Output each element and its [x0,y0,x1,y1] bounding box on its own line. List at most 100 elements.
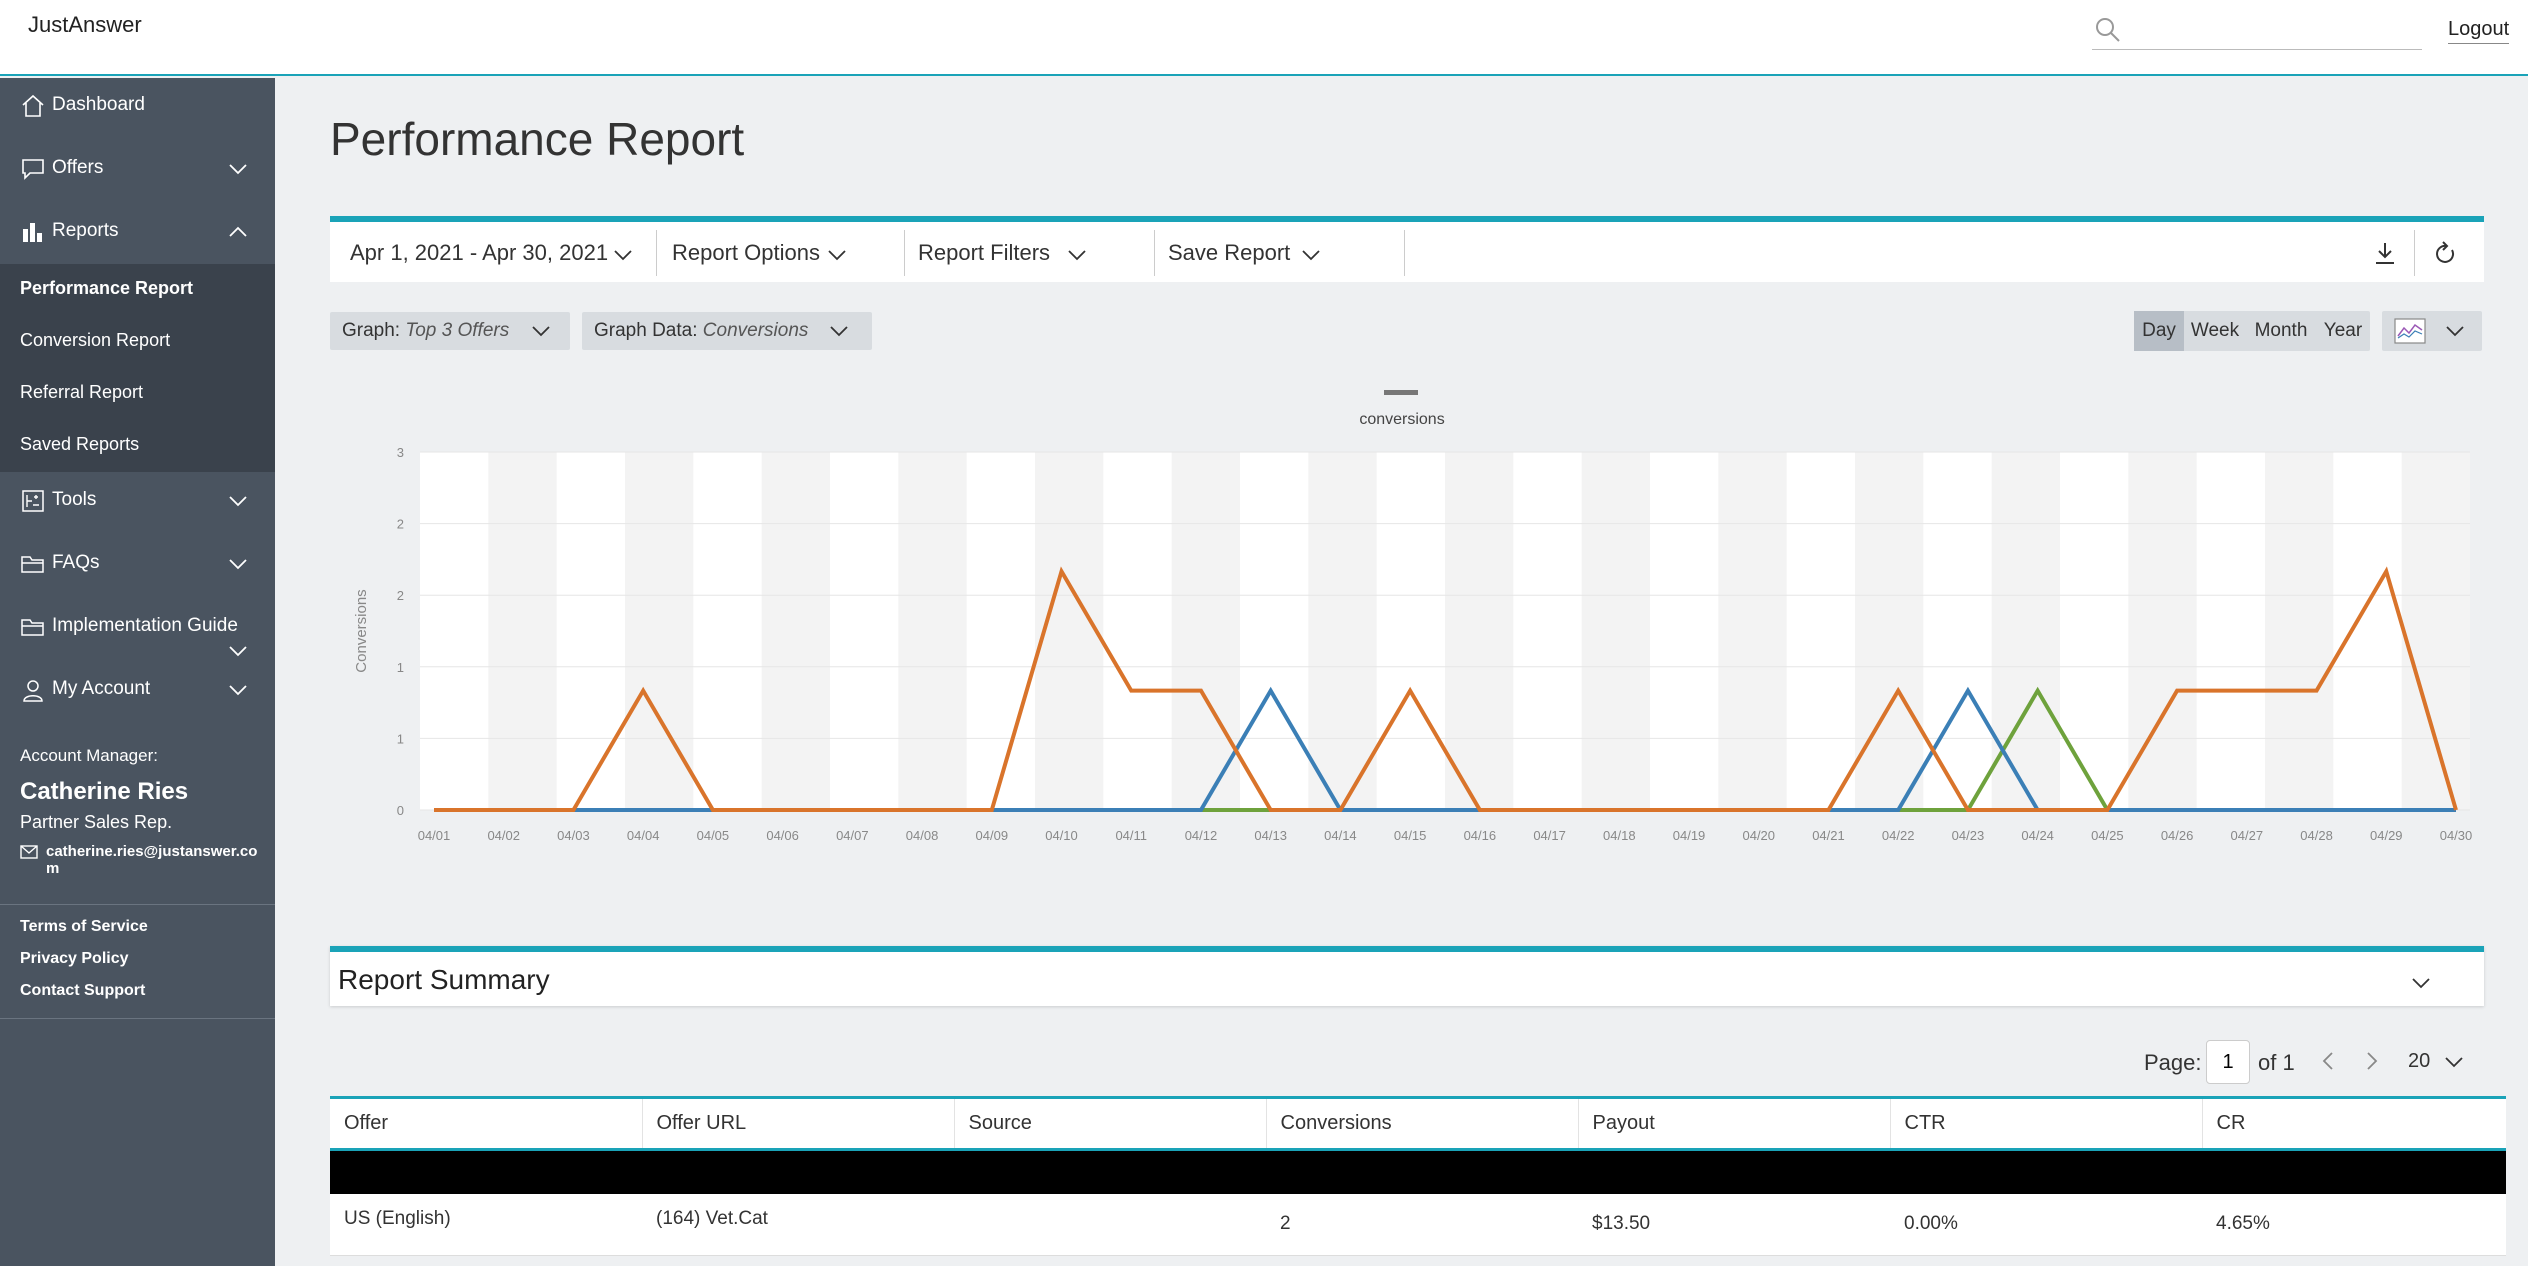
column-header-offer-url[interactable]: Offer URL [642,1097,955,1151]
chart-band [625,452,694,810]
graph-select[interactable]: Graph: Top 3 Offers [330,312,570,350]
search-input[interactable] [2132,16,2416,44]
x-tick-label: 04/14 [1324,828,1357,840]
download-icon[interactable] [2370,238,2400,268]
account-manager-role: Partner Sales Rep. [20,812,173,832]
toolbar-separator [1404,230,1405,276]
page-size-chevron-down-icon[interactable] [2442,1050,2466,1074]
sidebar-subitem-performance-report[interactable]: Performance Report [20,278,194,298]
x-tick-label: 04/08 [906,828,939,840]
sidebar-item-dashboard[interactable]: Dashboard [0,78,275,134]
search-box[interactable] [2092,12,2422,50]
x-tick-label: 04/07 [836,828,869,840]
chevron-down-icon [1302,250,1320,261]
chevron-down-icon [614,250,632,261]
y-tick-label: 2 [397,517,404,532]
home-icon [22,94,44,117]
date-range-dropdown[interactable]: Apr 1, 2021 - Apr 30, 2021 [330,222,656,282]
column-header-ctr[interactable]: CTR [1890,1097,2203,1151]
period-week-button[interactable]: Week [2190,320,2240,341]
chart-band [2265,452,2334,810]
report-filters-dropdown[interactable]: Report Filters [904,222,1154,282]
sidebar-item-my-account[interactable]: My Account [0,662,275,718]
legend-swatch [1384,390,1418,395]
graph-data-select-label: Graph Data: [594,320,698,341]
y-tick-label: 2 [397,588,404,603]
top-bar: JustAnswer Logout [0,0,2528,76]
page-label: Page: [2144,1050,2202,1075]
x-tick-label: 04/27 [2231,828,2264,840]
x-tick-label: 04/26 [2161,828,2194,840]
x-tick-label: 04/06 [766,828,799,840]
period-day-button[interactable]: Day [2134,311,2184,351]
chart-band [898,452,967,810]
sidebar-item-offers[interactable]: Offers [0,141,275,197]
toolbar-separator [2414,230,2415,276]
x-tick-label: 04/21 [1812,828,1845,840]
period-year-button[interactable]: Year [2323,320,2363,341]
date-range-label: Apr 1, 2021 - Apr 30, 2021 [350,240,609,265]
column-header-cr[interactable]: CR [2202,1097,2506,1151]
refresh-icon[interactable] [2430,238,2460,268]
chart-band [1171,452,1240,810]
sidebar-subitem-conversion-report[interactable]: Conversion Report [20,330,171,350]
sidebar-item-reports[interactable]: Reports [0,204,275,260]
previous-page-icon[interactable] [2316,1048,2342,1074]
series-line [434,566,2458,812]
legend-label: conversions [1359,411,1444,428]
report-summary-panel[interactable]: Report Summary [330,946,2484,1006]
next-page-icon[interactable] [2358,1048,2384,1074]
chevron-down-icon [229,496,247,507]
x-tick-label: 04/17 [1533,828,1566,840]
table-row[interactable]: US (English) (164) Vet.Cat 2 $13.50 0.00… [330,1193,2506,1256]
chart-type-select[interactable] [2382,311,2482,351]
page-size-value: 20 [2408,1050,2431,1072]
x-tick-label: 04/29 [2370,828,2403,840]
page-number-input[interactable] [2206,1040,2250,1084]
sidebar-item-implementation-guide[interactable]: Implementation Guide [0,599,275,669]
performance-chart: 0 1 1 2 2 3 Conversions 04/01 04/02 04/03 04/04 04/… [330,380,2484,843]
save-report-dropdown[interactable]: Save Report [1154,222,1404,282]
graph-select-label: Graph: [342,320,401,341]
sidebar-item-label: My Account [52,678,151,699]
sidebar-subitem-saved-reports[interactable]: Saved Reports [20,434,140,454]
chart-band [1718,452,1787,810]
search-icon [2096,18,2120,42]
report-filters-label: Report Filters [918,240,1051,265]
mail-icon [20,845,38,859]
cell-offer: US (English) [330,1193,642,1256]
x-tick-label: 04/24 [2021,828,2054,840]
logout-link[interactable]: Logout [2448,18,2510,44]
chart-svg: 0 1 1 2 2 3 Conversions 04/01 04/02 04/03 04/04 04/… [353,390,2473,843]
sidebar: Dashboard Offers Reports Performance Rep… [0,78,275,1266]
x-tick-label: 04/30 [2440,828,2473,840]
sidebar-item-tools[interactable]: Tools [0,473,275,529]
sidebar-item-label: FAQs [52,552,100,573]
sidebar-item-label: Dashboard [52,94,145,115]
column-header-payout[interactable]: Payout [1578,1097,1891,1151]
graph-data-select[interactable]: Graph Data: Conversions [582,312,872,350]
privacy-policy-link[interactable]: Privacy Policy [20,950,129,967]
x-tick-label: 04/13 [1254,828,1287,840]
column-header-offer[interactable]: Offer [330,1097,643,1151]
column-header-conversions[interactable]: Conversions [1266,1097,1579,1151]
chevron-down-icon [1068,250,1086,261]
terms-of-service-link[interactable]: Terms of Service [20,918,148,935]
chart-band [1035,452,1104,810]
table-header-row: Offer Offer URL Source Conversions Payou… [330,1097,2506,1151]
chevron-down-icon [229,559,247,570]
x-tick-label: 04/11 [1115,828,1147,840]
summary-table: Offer Offer URL Source Conversions Payou… [330,1096,2506,1256]
account-manager-email[interactable]: catherine.ries@justanswer.com [20,843,260,877]
chart-band [1445,452,1514,810]
chevron-down-icon [229,164,247,175]
y-tick-label: 1 [397,660,404,675]
contact-support-link[interactable]: Contact Support [20,982,146,999]
chevron-down-icon[interactable] [2408,970,2434,996]
sidebar-subitem-referral-report[interactable]: Referral Report [20,382,144,402]
report-options-dropdown[interactable]: Report Options [656,222,904,282]
reports-submenu: Performance Report Conversion Report Ref… [0,264,275,472]
column-header-source[interactable]: Source [954,1097,1267,1151]
sidebar-item-faqs[interactable]: FAQs [0,536,275,592]
period-month-button[interactable]: Month [2254,320,2308,341]
